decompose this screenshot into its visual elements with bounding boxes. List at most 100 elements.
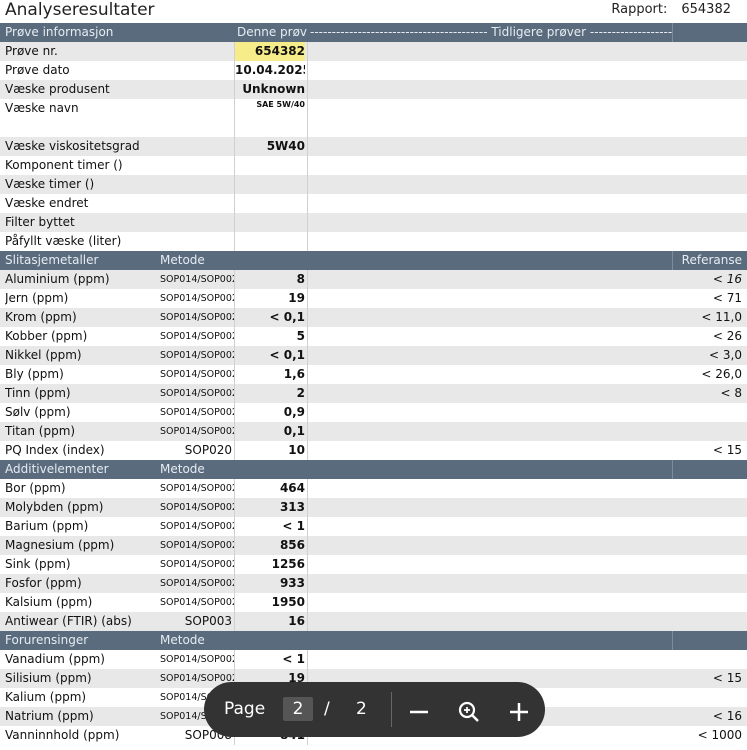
result-label: Vanadium (ppm) <box>5 650 155 669</box>
page-total: 2 <box>356 682 367 737</box>
result-row: Titan (ppm) SOP014/SOP002 0,1 <box>0 422 747 441</box>
column-divider <box>672 23 673 42</box>
column-divider <box>672 460 673 479</box>
result-row: Sink (ppm) SOP014/SOP002 1256 <box>0 555 747 574</box>
method-code: SOP014/SOP002 <box>160 327 234 346</box>
section-label: Forurensinger <box>5 631 155 650</box>
result-label: Sølv (ppm) <box>5 403 155 422</box>
column-divider <box>234 346 235 365</box>
section-header-wear: Slitasjemetaller Metode Referanse <box>0 251 747 270</box>
result-value: < 0,1 <box>235 346 305 365</box>
info-label: Prøve nr. <box>5 42 155 61</box>
result-value: 0,9 <box>235 403 305 422</box>
page-number-value[interactable]: 2 <box>283 697 314 721</box>
result-label: Kobber (ppm) <box>5 327 155 346</box>
column-divider <box>234 384 235 403</box>
method-code: SOP014/SOP002 <box>160 498 234 517</box>
column-divider <box>234 137 235 156</box>
column-divider <box>234 498 235 517</box>
info-value <box>235 156 305 175</box>
result-row: Magnesium (ppm) SOP014/SOP002 856 <box>0 536 747 555</box>
column-divider <box>234 555 235 574</box>
method-code: SOP003 <box>160 612 232 631</box>
report-header: Analyseresultater Rapport: 654382 <box>0 0 747 22</box>
column-divider <box>234 612 235 631</box>
column-divider <box>307 289 308 308</box>
reference-value: < 15 <box>622 441 742 460</box>
method-code: SOP014/SOP002 <box>160 650 234 669</box>
result-row: Antiwear (FTIR) (abs) SOP003 16 <box>0 612 747 631</box>
column-divider <box>307 441 308 460</box>
result-row: Jern (ppm) SOP014/SOP002 19 < 71 <box>0 289 747 308</box>
column-divider <box>234 156 235 175</box>
info-row: Væske navn SAE 5W/40 <box>0 99 747 137</box>
info-label: Væske timer () <box>5 175 155 194</box>
result-value: 19 <box>235 289 305 308</box>
column-divider <box>234 213 235 232</box>
column-divider <box>234 308 235 327</box>
reference-value: < 16 <box>622 270 742 289</box>
result-label: Krom (ppm) <box>5 308 155 327</box>
method-code: SOP014/SOP002 <box>160 422 234 441</box>
column-divider <box>307 175 308 194</box>
column-divider <box>672 631 673 650</box>
info-value: SAE 5W/40 <box>235 99 305 137</box>
result-label: Sink (ppm) <box>5 555 155 574</box>
column-divider <box>307 384 308 403</box>
reference-value <box>622 650 742 669</box>
zoom-reset-button[interactable] <box>454 695 484 725</box>
result-row: Aluminium (ppm) SOP014/SOP002 8 < 16 <box>0 270 747 289</box>
toolbar-divider <box>391 692 392 727</box>
result-value: 1,6 <box>235 365 305 384</box>
result-row: Kalsium (ppm) SOP014/SOP002 1950 <box>0 593 747 612</box>
column-divider <box>234 593 235 612</box>
info-label: Filter byttet <box>5 213 155 232</box>
result-row: Fosfor (ppm) SOP014/SOP002 933 <box>0 574 747 593</box>
column-divider <box>234 479 235 498</box>
column-divider <box>307 270 308 289</box>
reference-value: < 15 <box>622 669 742 688</box>
column-divider <box>234 536 235 555</box>
result-row: Sølv (ppm) SOP014/SOP002 0,9 <box>0 403 747 422</box>
method-code: SOP014/SOP002 <box>160 517 234 536</box>
plus-icon <box>504 697 534 727</box>
method-code: SOP014/SOP002 <box>160 555 234 574</box>
result-label: PQ Index (index) <box>5 441 155 460</box>
column-divider <box>234 194 235 213</box>
info-row: Væske produsent Unknown <box>0 80 747 99</box>
result-label: Aluminium (ppm) <box>5 270 155 289</box>
reference-value: < 8 <box>622 384 742 403</box>
result-row: Kobber (ppm) SOP014/SOP002 5 < 26 <box>0 327 747 346</box>
column-divider <box>307 232 308 251</box>
result-row: Molybden (ppm) SOP014/SOP002 313 <box>0 498 747 517</box>
column-divider <box>234 232 235 251</box>
result-value: 856 <box>235 536 305 555</box>
info-value <box>235 213 305 232</box>
reference-value: < 26,0 <box>622 365 742 384</box>
column-divider <box>234 175 235 194</box>
info-label: Væske produsent <box>5 80 155 99</box>
column-divider <box>672 251 673 270</box>
column-divider <box>307 61 308 80</box>
column-divider <box>307 479 308 498</box>
info-label: Komponent timer () <box>5 156 155 175</box>
column-divider <box>234 99 235 137</box>
method-code: SOP014/SOP002 <box>160 365 234 384</box>
column-divider <box>307 346 308 365</box>
method-code: SOP014/SOP002 <box>160 346 234 365</box>
info-row: Komponent timer () <box>0 156 747 175</box>
result-value: 16 <box>235 612 305 631</box>
page-number-input[interactable]: 2 <box>280 682 316 737</box>
result-label: Bor (ppm) <box>5 479 155 498</box>
zoom-in-button[interactable] <box>504 695 534 725</box>
method-code: SOP014/SOP002 <box>160 593 234 612</box>
zoom-out-button[interactable] <box>404 695 434 725</box>
result-value: < 1 <box>235 650 305 669</box>
column-divider <box>234 327 235 346</box>
column-divider <box>307 156 308 175</box>
reference-header: Referanse <box>622 251 742 270</box>
result-label: Bly (ppm) <box>5 365 155 384</box>
method-code: SOP014/SOP002 <box>160 308 234 327</box>
column-divider <box>307 498 308 517</box>
info-label: Påfyllt væske (liter) <box>5 232 155 251</box>
